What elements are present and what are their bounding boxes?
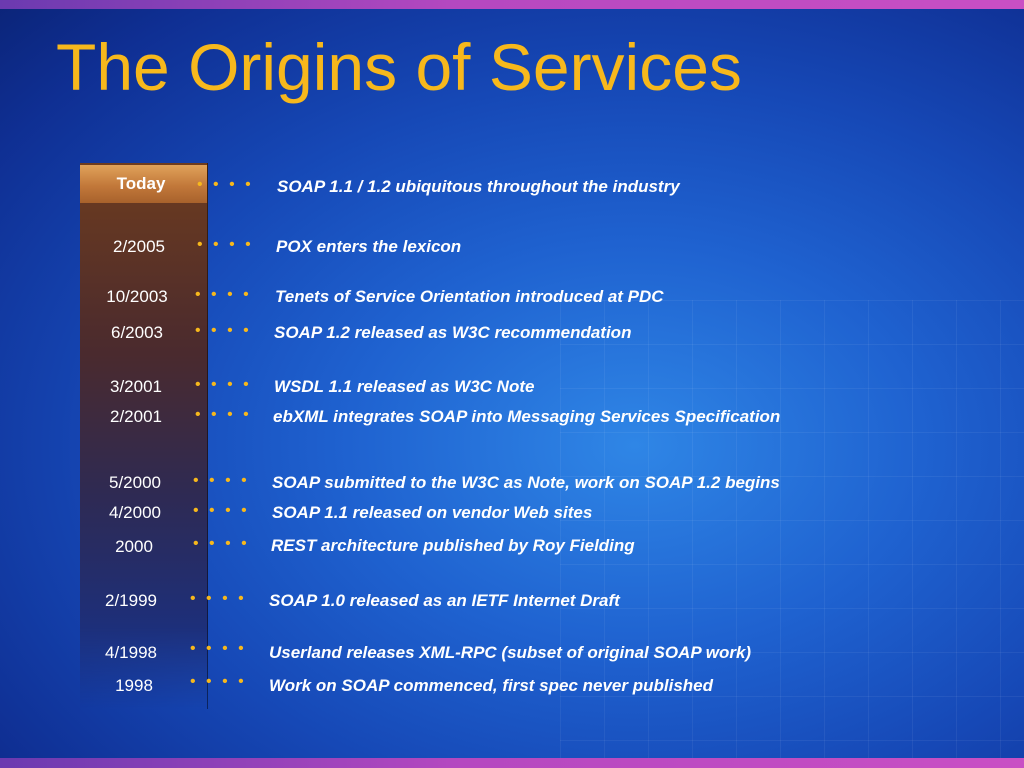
event-date: 2000 [115,537,153,556]
dot-leader: • • • • [195,376,252,393]
timeline-entry: 2/2005 • • • • POX enters the lexicon [0,236,1024,260]
event-text: SOAP 1.1 released on vendor Web sites [272,503,593,522]
event-text: SOAP submitted to the W3C as Note, work … [272,473,780,492]
event-date: 2/2001 [110,407,162,426]
background-tile-pattern [560,300,1024,758]
top-accent-bar [0,0,1024,9]
event-text: Work on SOAP commenced, first spec never… [269,676,714,695]
timeline-entry: 10/2003 • • • • Tenets of Service Orient… [0,286,1024,310]
dot-leader: • • • • [190,673,247,690]
slide-title: The Origins of Services [56,30,742,104]
timeline-entry: 2000 • • • • REST architecture published… [0,535,1024,559]
event-date: 3/2001 [110,377,162,396]
event-text: SOAP 1.0 released as an IETF Internet Dr… [269,591,620,610]
event-text: ebXML integrates SOAP into Messaging Ser… [273,407,781,426]
timeline-entry: 1998 • • • • Work on SOAP commenced, fir… [0,673,1024,699]
dot-leader: • • • • [193,535,250,552]
event-date: 10/2003 [106,287,168,306]
dot-leader: • • • • [193,472,250,489]
timeline-entry: 2/1999 • • • • SOAP 1.0 released as an I… [0,590,1024,614]
today-marker [80,165,207,203]
event-text: SOAP 1.1 / 1.2 ubiquitous throughout the… [277,177,680,196]
timeline-entry: 5/2000 • • • • SOAP submitted to the W3C… [0,472,1024,496]
event-date: 4/1998 [105,643,157,662]
event-date: 6/2003 [111,323,163,342]
dot-leader: • • • • [195,286,252,303]
dot-leader: • • • • [197,236,254,253]
timeline-entry: • • • • SOAP 1.1 / 1.2 ubiquitous throug… [0,176,1024,200]
today-label: Today [116,174,166,193]
dot-leader: • • • • [193,502,250,519]
dot-leader: • • • • [195,322,252,339]
dot-leader: • • • • [190,590,247,607]
dot-leader: • • • • [197,176,254,193]
event-date: 4/2000 [109,503,161,522]
timeline-entry: 4/1998 • • • • Userland releases XML-RPC… [0,640,1024,666]
event-text: WSDL 1.1 released as W3C Note [274,377,535,396]
timeline-bar [80,163,208,709]
dot-leader: • • • • [190,640,247,657]
timeline-entry: 3/2001 • • • • WSDL 1.1 released as W3C … [0,376,1024,400]
event-text: SOAP 1.2 released as W3C recommendation [274,323,632,342]
event-text: POX enters the lexicon [276,237,462,256]
timeline-entry: 2/2001 • • • • ebXML integrates SOAP int… [0,406,1024,430]
timeline-entry: 4/2000 • • • • SOAP 1.1 released on vend… [0,502,1024,526]
event-date: 2/1999 [105,591,157,610]
event-date: 5/2000 [109,473,161,492]
timeline-entry: 6/2003 • • • • SOAP 1.2 released as W3C … [0,322,1024,346]
event-date: 2/2005 [113,237,165,256]
dot-leader: • • • • [195,406,252,423]
event-text: Tenets of Service Orientation introduced… [275,287,664,306]
event-text: Userland releases XML-RPC (subset of ori… [269,643,752,662]
event-date: 1998 [115,676,153,695]
event-text: REST architecture published by Roy Field… [271,536,635,555]
bottom-accent-bar [0,758,1024,768]
